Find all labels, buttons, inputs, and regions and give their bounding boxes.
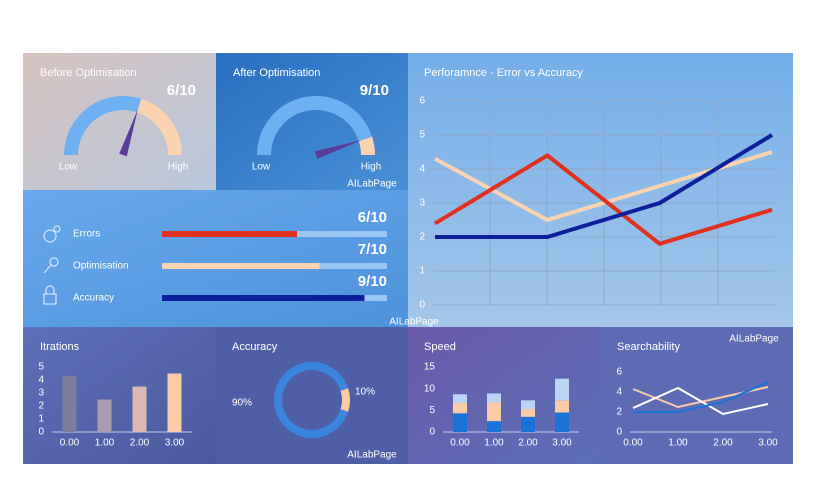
x-tick-label: 2.00: [130, 438, 150, 449]
panel-title: After Optimisation: [233, 67, 320, 79]
y-tick-label: 3: [38, 388, 44, 399]
gauge-high: High: [168, 162, 189, 173]
bar-segment: [487, 393, 501, 403]
panel-after: [216, 53, 408, 190]
gauge-low: Low: [59, 162, 78, 173]
donut-slice: [340, 388, 350, 412]
metric-name: Errors: [73, 229, 100, 240]
value-label: 90%: [232, 398, 252, 409]
gauge-low: Low: [252, 162, 271, 173]
y-tick-label: 15: [424, 362, 436, 373]
score: 9/10: [360, 82, 389, 99]
x-tick-label: 2.00: [713, 438, 733, 449]
gauge-arc: [64, 96, 142, 156]
metric-bar: [162, 295, 365, 301]
x-tick-label: 2.00: [518, 438, 538, 449]
line: [632, 386, 769, 416]
bar-segment: [487, 402, 501, 422]
line: [633, 381, 769, 413]
metric-score: 7/10: [358, 241, 387, 258]
gauge-needle: [119, 109, 138, 157]
bar-segment: [555, 412, 569, 432]
y-tick-label: 6: [419, 96, 425, 107]
y-tick-label: 2: [616, 407, 622, 418]
line: [433, 152, 773, 247]
panel-before: [23, 53, 216, 190]
watermark: AILabPage: [729, 334, 779, 345]
panel-title: Itrations: [40, 341, 80, 353]
gauge-high: High: [361, 162, 382, 173]
y-tick-label: 4: [419, 164, 425, 175]
panel-iterations: [23, 327, 216, 464]
metric-bar: [162, 231, 297, 237]
panel-title: Perforamnce - Error vs Accuracy: [424, 67, 583, 79]
bar-segment: [521, 416, 535, 432]
x-tick-label: 0.00: [623, 438, 643, 449]
y-tick-label: 0: [419, 300, 425, 311]
panel-accuracy: [216, 327, 408, 464]
x-tick-label: 3.00: [165, 438, 185, 449]
x-tick-label: 0.00: [60, 438, 80, 449]
y-tick-label: 1: [419, 266, 425, 277]
metric-bar: [162, 263, 320, 269]
bar: [97, 399, 112, 432]
y-tick-label: 0: [429, 427, 435, 438]
gauge-rest: [358, 136, 375, 156]
y-tick-label: 10: [424, 383, 436, 394]
value-label: 10%: [355, 387, 375, 398]
panel-performance: [408, 53, 793, 327]
metric-name: Accuracy: [73, 293, 114, 304]
line: [435, 133, 774, 239]
x-tick-label: 3.00: [552, 438, 572, 449]
y-tick-label: 5: [38, 362, 44, 373]
gauge-rest: [136, 98, 182, 156]
panel-metrics: [23, 190, 408, 327]
donut-slice: [274, 362, 349, 438]
panel-searchability: [601, 327, 793, 464]
y-tick-label: 0: [616, 427, 622, 438]
panel-title: Before Optimisation: [40, 67, 137, 79]
bar-segment: [555, 378, 569, 401]
x-tick-label: 1.00: [95, 438, 115, 449]
x-tick-label: 1.00: [668, 438, 688, 449]
bar-segment: [453, 413, 467, 432]
y-tick-label: 0: [38, 427, 44, 438]
y-tick-label: 2: [419, 232, 425, 243]
y-tick-label: 4: [616, 387, 622, 398]
icons: [43, 225, 61, 305]
watermark: AILabPage: [347, 179, 397, 190]
bar-segment: [487, 421, 501, 432]
y-tick-label: 5: [429, 405, 435, 416]
panel-title: Searchability: [617, 341, 680, 353]
y-tick-label: 2: [38, 401, 44, 412]
y-tick-label: 1: [38, 414, 44, 425]
watermark: AILabPage: [389, 317, 439, 328]
bar-segment: [555, 400, 569, 413]
y-tick-label: 3: [419, 198, 425, 209]
metric-name: Optimisation: [73, 261, 129, 272]
bar: [167, 373, 182, 432]
score: 6/10: [167, 82, 196, 99]
bar-segment: [453, 394, 467, 403]
y-tick-label: 4: [38, 375, 44, 386]
metric-score: 9/10: [358, 273, 387, 290]
bar-segment: [521, 409, 535, 417]
panel-title: Speed: [424, 341, 456, 353]
gauge-needle: [314, 140, 362, 159]
bar-segment: [453, 402, 467, 414]
x-tick-label: 0.00: [450, 438, 470, 449]
watermark: AILabPage: [347, 450, 397, 461]
y-tick-label: 5: [419, 130, 425, 141]
metric-score: 6/10: [358, 209, 387, 226]
x-tick-label: 3.00: [758, 438, 778, 449]
x-tick-label: 1.00: [484, 438, 504, 449]
gauge-arc: [257, 96, 373, 156]
bar: [132, 386, 147, 432]
y-tick-label: 6: [616, 367, 622, 378]
bar: [62, 376, 77, 432]
panel-title: Accuracy: [232, 341, 278, 353]
bar-segment: [521, 400, 535, 410]
